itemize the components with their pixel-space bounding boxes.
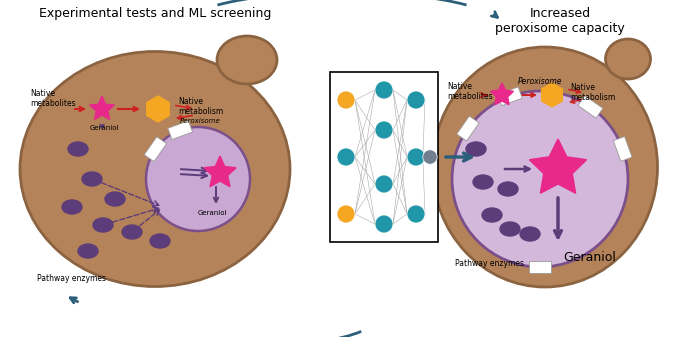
Ellipse shape — [82, 172, 102, 186]
Ellipse shape — [20, 52, 290, 286]
Circle shape — [407, 91, 425, 109]
Polygon shape — [204, 156, 236, 187]
Ellipse shape — [520, 227, 540, 241]
Text: Pathway enzymes: Pathway enzymes — [456, 259, 525, 268]
Polygon shape — [147, 96, 169, 122]
Ellipse shape — [93, 218, 113, 232]
Ellipse shape — [122, 225, 142, 239]
Ellipse shape — [498, 182, 518, 196]
Ellipse shape — [217, 36, 277, 84]
Text: Increased
peroxisome capacity: Increased peroxisome capacity — [495, 7, 625, 35]
Circle shape — [407, 148, 425, 166]
FancyBboxPatch shape — [613, 136, 632, 161]
Text: Native
metabolism: Native metabolism — [178, 97, 223, 116]
Circle shape — [337, 205, 355, 223]
Ellipse shape — [466, 142, 486, 156]
FancyBboxPatch shape — [497, 87, 522, 106]
Text: Peroxisome: Peroxisome — [179, 118, 221, 124]
Circle shape — [452, 91, 628, 267]
Circle shape — [375, 81, 393, 99]
Polygon shape — [90, 96, 114, 120]
Circle shape — [146, 127, 250, 231]
Ellipse shape — [500, 222, 520, 236]
Text: Geraniol: Geraniol — [89, 125, 119, 131]
Polygon shape — [490, 83, 514, 105]
Ellipse shape — [105, 192, 125, 206]
FancyBboxPatch shape — [457, 116, 479, 141]
Circle shape — [337, 91, 355, 109]
FancyBboxPatch shape — [168, 121, 192, 140]
Text: Geraniol: Geraniol — [197, 210, 227, 216]
Ellipse shape — [432, 47, 658, 287]
Polygon shape — [530, 139, 586, 193]
Ellipse shape — [473, 175, 493, 189]
Circle shape — [375, 215, 393, 233]
Circle shape — [407, 205, 425, 223]
FancyBboxPatch shape — [144, 137, 166, 162]
FancyBboxPatch shape — [529, 261, 551, 273]
Text: Native
metabolites: Native metabolites — [447, 82, 493, 101]
Circle shape — [375, 175, 393, 193]
Ellipse shape — [78, 244, 98, 258]
Ellipse shape — [62, 200, 82, 214]
Text: Peroxisome: Peroxisome — [518, 77, 562, 86]
Polygon shape — [542, 83, 562, 107]
Ellipse shape — [482, 208, 502, 222]
Text: Pathway enzymes: Pathway enzymes — [38, 274, 106, 283]
FancyBboxPatch shape — [330, 72, 438, 242]
Text: Experimental tests and ML screening: Experimental tests and ML screening — [39, 7, 271, 20]
Text: Native
metabolites: Native metabolites — [30, 89, 75, 109]
Circle shape — [375, 121, 393, 139]
Ellipse shape — [150, 234, 170, 248]
FancyBboxPatch shape — [578, 96, 603, 118]
Ellipse shape — [68, 142, 88, 156]
Circle shape — [423, 150, 437, 164]
Text: Geraniol: Geraniol — [564, 251, 616, 264]
Ellipse shape — [606, 39, 651, 79]
Text: Native
metabolism: Native metabolism — [570, 83, 615, 102]
Circle shape — [337, 148, 355, 166]
